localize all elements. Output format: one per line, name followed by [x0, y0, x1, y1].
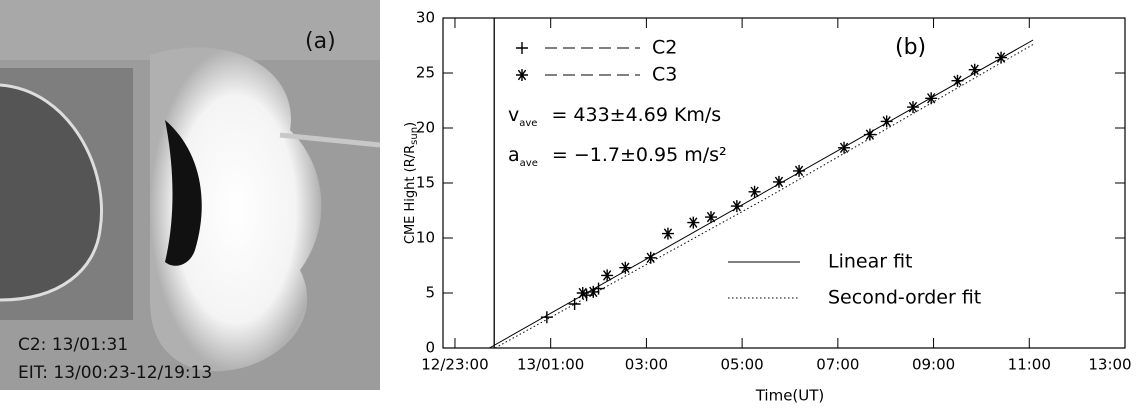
y-tick-label: 10	[416, 229, 435, 247]
data-point	[644, 251, 657, 264]
annotation-text: = 433±4.69 Km/s	[551, 104, 721, 126]
x-tick-label: 09:00	[912, 356, 955, 374]
legend-label: Linear fit	[828, 251, 913, 273]
data-point	[730, 200, 743, 213]
data-point	[587, 285, 600, 298]
data-point	[748, 185, 761, 198]
annotation: vave = 433±4.69 Km/s	[508, 104, 721, 130]
annotation-subscript: ave	[520, 158, 538, 169]
legend-label: C2	[652, 37, 677, 59]
x-axis-label: Time(UT)	[755, 387, 825, 405]
y-tick-label: 15	[416, 174, 435, 192]
y-tick-label: 25	[416, 64, 435, 82]
data-point	[619, 261, 632, 274]
annotation-text: = −1.7±0.95 m/s²	[552, 144, 727, 166]
data-point	[951, 74, 964, 87]
panel-label: (a)	[305, 29, 336, 54]
data-point	[540, 311, 553, 324]
annotation: aave = −1.7±0.95 m/s²	[508, 144, 727, 170]
legend-label: C3	[652, 64, 677, 86]
data-point	[995, 51, 1008, 64]
x-tick-label: 05:00	[721, 356, 764, 374]
data-point	[601, 269, 614, 282]
y-axis-label: CME Hight (R/Rsun)	[403, 122, 421, 244]
panel-label: (b)	[895, 35, 926, 60]
y-tick-label: 30	[416, 9, 435, 27]
legend-label: Second-order fit	[828, 287, 981, 309]
data-point	[568, 298, 581, 310]
data-point	[838, 141, 851, 154]
data-point	[880, 115, 893, 128]
fit-line	[494, 43, 1034, 349]
y-tick-label: 5	[425, 284, 435, 302]
data-point	[906, 101, 919, 114]
x-tick-label: 12/23:00	[421, 356, 488, 374]
annotation-symbol: a	[508, 144, 520, 166]
annotation-subscript: ave	[519, 118, 537, 129]
image-caption: C2: 13/01:31	[18, 335, 128, 355]
x-tick-label: 07:00	[816, 356, 859, 374]
data-point	[576, 287, 589, 299]
legend-marker	[516, 42, 528, 54]
data-point	[968, 63, 981, 76]
data-point	[772, 175, 785, 188]
x-tick-label: 03:00	[625, 356, 668, 374]
data-point	[863, 128, 876, 141]
data-point	[687, 216, 700, 229]
legend-marker	[516, 69, 528, 81]
x-tick-label: 13:00	[1088, 356, 1131, 374]
x-tick-label: 13/01:00	[517, 356, 584, 374]
data-point	[793, 164, 806, 177]
panel-a-image: (a) C2: 13/01:31 EIT: 13/00:23-12/19:13	[0, 0, 380, 390]
y-tick-label: 0	[425, 339, 435, 357]
data-point	[925, 92, 938, 105]
data-point	[661, 227, 674, 240]
y-tick-label: 20	[416, 119, 435, 137]
x-tick-label: 11:00	[1008, 356, 1051, 374]
annotation-symbol: v	[508, 104, 519, 126]
data-point	[705, 211, 718, 224]
image-caption: EIT: 13/00:23-12/19:13	[18, 363, 212, 383]
